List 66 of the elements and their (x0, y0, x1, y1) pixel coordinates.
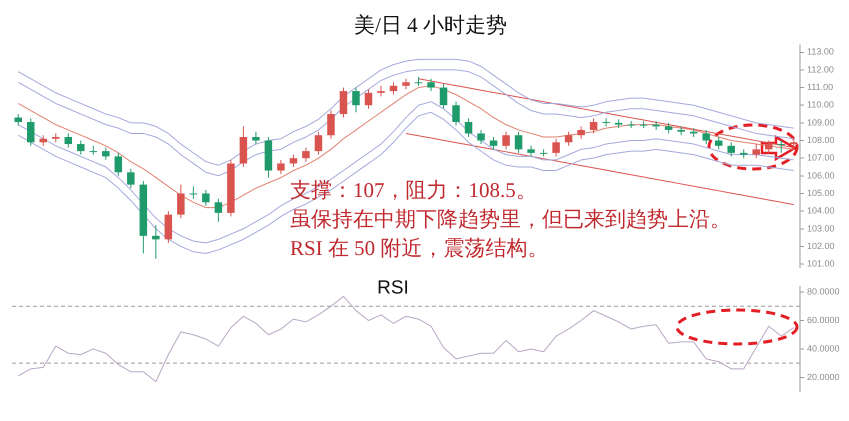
candlestick (290, 154, 298, 168)
annotation: 支撑：107，阻力：108.5。 (290, 177, 538, 204)
candlestick (664, 122, 672, 134)
chart-title: RSI (377, 278, 409, 299)
candlestick (564, 131, 572, 146)
y-tick-label: 109.00 (807, 117, 835, 128)
candlestick (77, 140, 85, 156)
candlestick (152, 224, 160, 260)
y-tick-label: 112.00 (807, 64, 834, 74)
candlestick (777, 140, 785, 154)
y-tick-label: 103.00 (807, 223, 835, 234)
annotation: RSI 在 50 附近，震荡结构。 (290, 235, 550, 262)
candlestick (514, 131, 522, 154)
y-tick-label: 105.00 (807, 188, 835, 198)
candlestick (477, 129, 485, 145)
candlestick (202, 189, 210, 206)
annotation: 虽保持在中期下降趋势里，但已来到趋势上沿。 (290, 206, 731, 233)
candlestick (127, 168, 135, 189)
candlestick (552, 138, 560, 157)
candlestick (102, 147, 110, 160)
y-tick-label: 40.0000 (807, 343, 840, 354)
candlestick (14, 114, 22, 126)
y-tick-label: 108.00 (807, 135, 835, 145)
y-tick-label: 104.00 (807, 206, 835, 216)
candlestick (452, 101, 460, 126)
candlestick (27, 118, 35, 146)
candlestick (590, 118, 598, 134)
candlestick (464, 118, 472, 138)
candlestick (352, 87, 360, 113)
candlestick (727, 142, 735, 157)
candlestick (440, 84, 448, 110)
y-tick-label: 107.00 (807, 152, 835, 163)
y-tick-label: 106.00 (807, 170, 835, 180)
candlestick (177, 184, 185, 219)
y-tick-label: 110.00 (807, 100, 834, 110)
candlestick (427, 78, 435, 92)
candlestick (314, 131, 322, 156)
y-tick-label: 111.00 (807, 82, 834, 92)
candlestick (327, 110, 335, 140)
candlestick (527, 145, 535, 157)
candlestick (302, 147, 310, 162)
candlestick (114, 152, 122, 176)
candlestick (364, 88, 372, 110)
candlestick (702, 129, 710, 145)
candlestick (390, 82, 398, 96)
candlestick (714, 136, 722, 150)
candlestick (64, 132, 72, 148)
candlestick (414, 76, 422, 86)
candlestick (377, 85, 385, 97)
candlestick (40, 134, 48, 146)
candlestick (490, 136, 498, 150)
y-tick-label: 113.00 (807, 46, 834, 57)
candlestick (277, 159, 285, 175)
candlestick (340, 87, 348, 118)
y-tick-label: 101.00 (807, 258, 835, 269)
y-tick-label: 20.0000 (807, 372, 840, 382)
candlestick (752, 144, 760, 159)
y-tick-label: 80.0000 (807, 286, 840, 297)
chart-title: 美/日 4 小时走势 (354, 13, 507, 38)
candlestick (577, 126, 585, 140)
y-tick-label: 102.00 (807, 240, 835, 251)
candlestick (190, 186, 198, 200)
y-tick-label: 60.0000 (807, 315, 840, 326)
candlestick (252, 131, 260, 145)
candlestick (402, 78, 410, 90)
candlestick (214, 198, 222, 222)
